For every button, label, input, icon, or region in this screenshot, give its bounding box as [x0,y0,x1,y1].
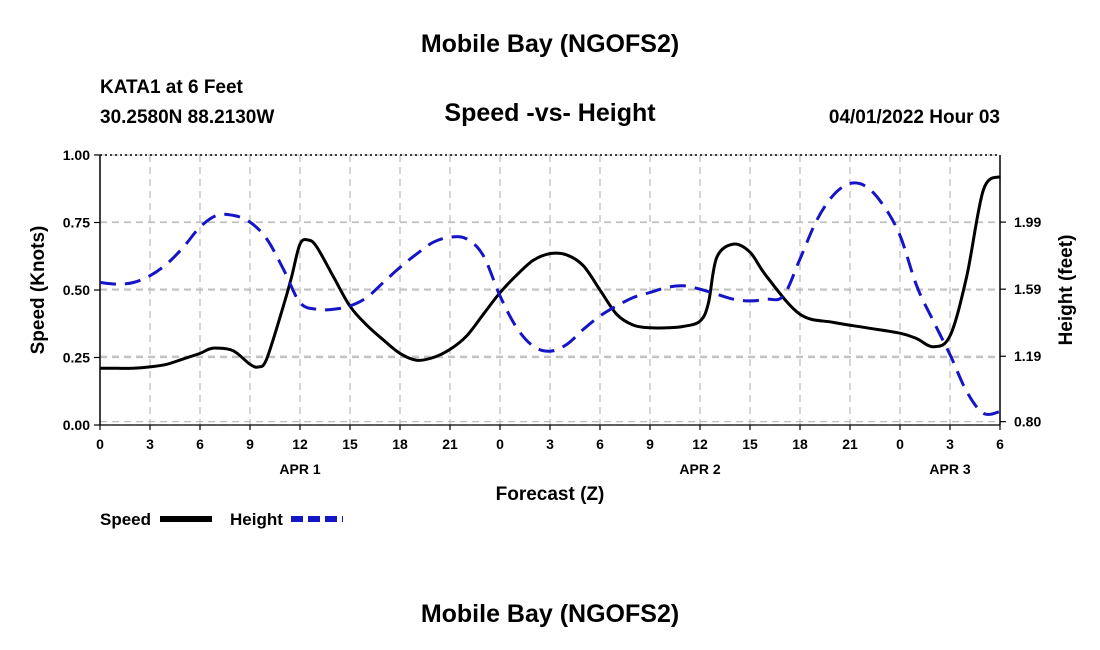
x-tick-label: 6 [596,436,604,452]
station-coords: 30.2580N 88.2130W [100,107,275,128]
x-tick-label: 3 [546,436,554,452]
date-label: APR 2 [679,461,720,477]
y-tick-label: 0.00 [63,417,90,433]
x-tick-label: 6 [996,436,1004,452]
x-tick-label: 15 [742,436,758,452]
y-tick-label: 0.50 [63,282,90,298]
x-tick-label: 21 [442,436,458,452]
x-tick-label: 0 [896,436,904,452]
date-label: APR 3 [929,461,970,477]
page-title: Mobile Bay (NGOFS2) [420,30,680,58]
x-tick-label: 18 [792,436,808,452]
x-tick-label: 18 [392,436,408,452]
date-label: APR 1 [279,461,320,477]
legend-label-speed: Speed [100,510,151,529]
series-line-speed [100,175,1001,370]
chart-title: Speed -vs- Height [444,99,656,127]
y-tick-label: 0.75 [63,215,90,231]
y2-tick-label: 0.80 [1014,414,1041,430]
x-tick-label: 3 [946,436,954,452]
y2-tick-label: 1.59 [1014,281,1041,297]
x-tick-label: 9 [646,436,654,452]
x-tick-label: 6 [196,436,204,452]
series-line-height [99,181,1001,416]
y-tick-label: 1.00 [63,147,90,163]
x-tick-label: 12 [292,436,308,452]
x-tick-label: 9 [246,436,254,452]
x-tick-label: 0 [96,436,104,452]
station-name: KATA1 at 6 Feet [100,77,243,98]
forecast-datetime: 04/01/2022 Hour 03 [828,107,1000,128]
x-tick-label: 0 [496,436,504,452]
y-tick-label: 0.25 [63,350,90,366]
y2-axis-label: Height (feet) [1056,235,1077,346]
x-tick-label: 21 [842,436,858,452]
y2-tick-label: 1.99 [1014,214,1041,230]
x-axis-label: Forecast (Z) [496,484,605,505]
y2-tick-label: 1.19 [1014,348,1041,364]
x-tick-label: 3 [146,436,154,452]
page-title-bottom: Mobile Bay (NGOFS2) [420,600,680,628]
y-axis-label: Speed (Knots) [28,226,49,355]
x-tick-label: 12 [692,436,708,452]
legend-label-height: Height [230,510,283,529]
x-tick-label: 15 [342,436,358,452]
